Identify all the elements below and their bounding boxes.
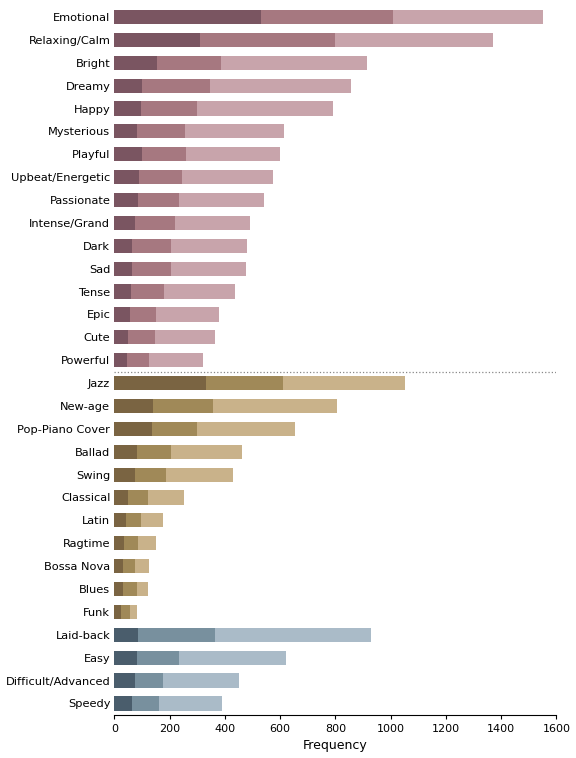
- Bar: [158, 697, 222, 710]
- Bar: [157, 55, 221, 70]
- Bar: [115, 628, 138, 642]
- Bar: [115, 582, 123, 596]
- Bar: [210, 79, 351, 92]
- Bar: [130, 307, 156, 321]
- Bar: [171, 239, 247, 253]
- Bar: [335, 33, 493, 47]
- Bar: [126, 513, 141, 528]
- Bar: [115, 513, 126, 528]
- Bar: [141, 513, 163, 528]
- Bar: [137, 650, 179, 665]
- Bar: [141, 102, 198, 116]
- Bar: [115, 102, 141, 116]
- Bar: [115, 697, 132, 710]
- Bar: [115, 445, 137, 459]
- Bar: [200, 33, 335, 47]
- Bar: [393, 10, 543, 24]
- Bar: [135, 468, 165, 481]
- Bar: [115, 421, 151, 436]
- Bar: [213, 399, 337, 413]
- Bar: [128, 490, 147, 505]
- Bar: [171, 445, 241, 459]
- Bar: [137, 124, 185, 139]
- Bar: [153, 399, 213, 413]
- Bar: [132, 262, 171, 276]
- Bar: [164, 284, 234, 299]
- Bar: [151, 421, 198, 436]
- Bar: [154, 330, 215, 344]
- Bar: [283, 376, 404, 390]
- Bar: [122, 605, 130, 619]
- Bar: [115, 490, 128, 505]
- Bar: [142, 79, 210, 92]
- Bar: [115, 55, 157, 70]
- Bar: [115, 284, 131, 299]
- Bar: [115, 170, 139, 184]
- Bar: [221, 55, 367, 70]
- Bar: [163, 673, 239, 688]
- Bar: [115, 399, 153, 413]
- Bar: [186, 147, 280, 161]
- Bar: [123, 582, 137, 596]
- Bar: [115, 10, 261, 24]
- Bar: [175, 216, 250, 230]
- Bar: [115, 147, 142, 161]
- Bar: [132, 697, 158, 710]
- Bar: [139, 170, 182, 184]
- Bar: [215, 628, 372, 642]
- Bar: [115, 376, 206, 390]
- Bar: [156, 307, 219, 321]
- Bar: [206, 376, 283, 390]
- Bar: [137, 582, 147, 596]
- Bar: [123, 559, 135, 573]
- Bar: [179, 650, 286, 665]
- Bar: [128, 330, 154, 344]
- Bar: [115, 536, 124, 550]
- Bar: [115, 673, 135, 688]
- Bar: [115, 124, 137, 139]
- Bar: [135, 559, 149, 573]
- Bar: [149, 353, 203, 368]
- Bar: [127, 353, 149, 368]
- Bar: [165, 468, 233, 481]
- Bar: [115, 330, 128, 344]
- Bar: [198, 421, 295, 436]
- Bar: [198, 102, 333, 116]
- Bar: [115, 468, 135, 481]
- Bar: [131, 284, 164, 299]
- Bar: [115, 216, 135, 230]
- Bar: [130, 605, 137, 619]
- Bar: [115, 559, 123, 573]
- Bar: [185, 124, 285, 139]
- Bar: [261, 10, 393, 24]
- Bar: [115, 307, 130, 321]
- Bar: [115, 650, 137, 665]
- Bar: [124, 536, 138, 550]
- Bar: [115, 262, 132, 276]
- Bar: [179, 193, 264, 207]
- Bar: [138, 193, 179, 207]
- Bar: [115, 353, 127, 368]
- Bar: [115, 79, 142, 92]
- X-axis label: Frequency: Frequency: [303, 740, 368, 753]
- Bar: [135, 673, 163, 688]
- Bar: [137, 445, 171, 459]
- Bar: [115, 605, 122, 619]
- Bar: [142, 147, 186, 161]
- Bar: [115, 33, 200, 47]
- Bar: [115, 239, 132, 253]
- Bar: [171, 262, 246, 276]
- Bar: [135, 216, 175, 230]
- Bar: [138, 536, 156, 550]
- Bar: [138, 628, 215, 642]
- Bar: [147, 490, 184, 505]
- Bar: [132, 239, 171, 253]
- Bar: [115, 193, 138, 207]
- Bar: [182, 170, 273, 184]
